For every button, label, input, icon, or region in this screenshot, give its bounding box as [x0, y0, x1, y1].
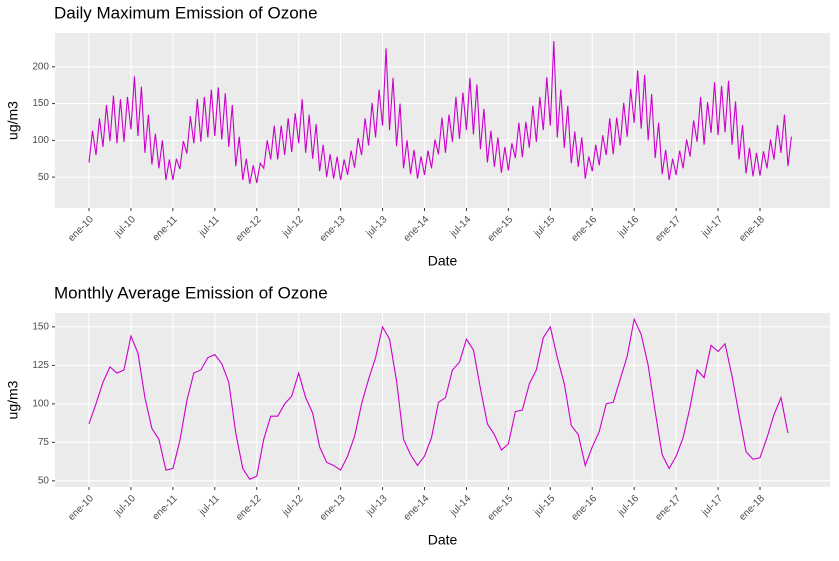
x-tick-label: jul-17 [699, 493, 725, 519]
x-tick-label: jul-11 [197, 493, 223, 519]
x-tick-label: jul-11 [197, 214, 223, 240]
y-tick-label: 125 [32, 360, 49, 371]
x-tick-label: ene-11 [151, 493, 181, 523]
x-tick-label: jul-16 [615, 493, 641, 519]
x-tick-label: ene-18 [737, 214, 767, 244]
x-tick-label: jul-14 [448, 493, 474, 519]
x-tick-label: ene-15 [486, 493, 516, 523]
x-tick-label: ene-12 [234, 493, 264, 523]
chart-title: Monthly Average Emission of Ozone [54, 283, 328, 302]
y-tick-label: 100 [32, 398, 49, 409]
y-axis-title: ug/m3 [5, 101, 21, 140]
x-tick-label: jul-15 [532, 214, 558, 240]
x-axis-title: Date [428, 532, 458, 548]
x-tick-label: ene-10 [66, 214, 96, 244]
y-tick-label: 50 [38, 172, 50, 183]
x-tick-label: ene-18 [737, 493, 767, 523]
x-tick-label: ene-16 [569, 493, 599, 523]
data-line [88, 41, 792, 184]
x-tick-label: jul-10 [112, 493, 138, 519]
x-tick-label: jul-13 [364, 214, 390, 240]
y-tick-label: 75 [38, 437, 50, 448]
y-tick-label: 200 [32, 61, 49, 72]
x-axis-title: Date [428, 253, 458, 269]
y-tick-label: 50 [38, 475, 50, 486]
x-tick-label: jul-12 [280, 214, 306, 240]
x-tick-label: ene-14 [402, 493, 432, 523]
x-tick-label: ene-15 [486, 214, 516, 244]
x-tick-label: jul-15 [532, 493, 558, 519]
y-axis-title: ug/m3 [5, 380, 21, 419]
x-tick-label: ene-16 [569, 214, 599, 244]
x-tick-label: jul-17 [699, 214, 725, 240]
x-tick-label: jul-14 [448, 214, 474, 240]
data-line [88, 317, 789, 480]
x-tick-label: ene-17 [653, 493, 683, 523]
x-tick-label: jul-10 [112, 214, 138, 240]
y-tick-label: 100 [32, 135, 49, 146]
x-tick-label: ene-14 [402, 214, 432, 244]
chart-title: Daily Maximum Emission of Ozone [54, 3, 318, 22]
x-tick-label: ene-13 [318, 493, 348, 523]
x-tick-label: jul-13 [364, 493, 390, 519]
x-tick-label: ene-13 [318, 214, 348, 244]
y-tick-label: 150 [32, 98, 49, 109]
x-tick-label: ene-10 [66, 493, 96, 523]
x-tick-label: jul-12 [280, 493, 306, 519]
y-tick-label: 150 [32, 321, 49, 332]
x-tick-label: ene-12 [234, 214, 264, 244]
x-tick-label: jul-16 [615, 214, 641, 240]
x-tick-label: ene-17 [653, 214, 683, 244]
x-tick-label: ene-11 [151, 214, 181, 244]
